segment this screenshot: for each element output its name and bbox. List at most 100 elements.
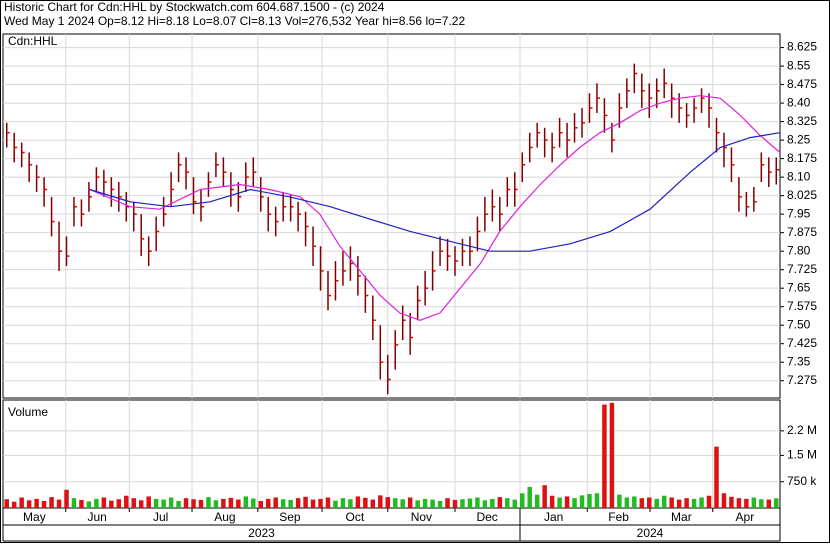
volume-bar xyxy=(116,499,122,508)
volume-bar xyxy=(452,499,458,508)
volume-bar xyxy=(647,497,652,508)
volume-bar xyxy=(64,489,69,508)
volume-bar xyxy=(363,497,368,508)
volume-bar xyxy=(19,497,24,508)
volume-bar xyxy=(221,498,226,508)
y-tick-label: 8.175 xyxy=(787,151,817,165)
volume-bar xyxy=(482,500,488,508)
y-tick-label: 8.10 xyxy=(787,169,811,183)
y-tick-label: 7.425 xyxy=(787,336,817,350)
y-tick-label: 8.025 xyxy=(787,188,817,202)
volume-bar xyxy=(684,498,689,508)
volume-bar xyxy=(564,496,570,508)
volume-bar xyxy=(534,494,540,508)
volume-bar xyxy=(579,495,585,508)
y-tick-label: 7.65 xyxy=(787,280,811,294)
year-label: 2024 xyxy=(637,526,664,540)
volume-bar xyxy=(609,402,615,508)
volume-bar xyxy=(654,498,659,508)
volume-bar xyxy=(280,499,286,508)
y-tick-label: 7.275 xyxy=(787,373,817,387)
x-tick-label: Jan xyxy=(544,510,563,524)
volume-bar xyxy=(505,498,510,508)
symbol-label: Cdn:HHL xyxy=(8,34,58,48)
x-tick-label: Feb xyxy=(608,510,629,524)
volume-bar xyxy=(415,500,420,508)
volume-bar xyxy=(295,498,301,508)
volume-bar xyxy=(445,498,450,508)
volume-bar xyxy=(109,500,114,508)
y-tick-label: 8.40 xyxy=(787,95,811,109)
volume-bar xyxy=(475,497,480,508)
volume-bar xyxy=(41,500,47,508)
volume-bar xyxy=(512,499,518,508)
y-tick-label: 7.725 xyxy=(787,262,817,276)
volume-bar xyxy=(251,498,256,508)
volume-bar xyxy=(310,499,316,508)
volume-bar xyxy=(774,498,779,508)
volume-bar xyxy=(191,499,196,508)
volume-bar xyxy=(71,498,77,508)
y-tick-label: 7.80 xyxy=(787,243,811,257)
volume-bar xyxy=(542,485,547,508)
y-tick-label: 7.875 xyxy=(787,225,817,239)
volume-bar xyxy=(744,498,749,508)
volume-bar xyxy=(138,500,144,508)
volume-bar xyxy=(549,495,555,508)
volume-bar xyxy=(79,499,84,508)
price-panel xyxy=(2,33,781,399)
moving-average xyxy=(89,132,781,252)
y-tick-label: 7.95 xyxy=(787,206,811,220)
x-tick-label: Nov xyxy=(411,510,432,524)
volume-label: Volume xyxy=(8,405,48,419)
volume-bar xyxy=(348,499,353,508)
volume-bar xyxy=(400,499,405,508)
volume-bar xyxy=(4,499,9,508)
volume-bar xyxy=(228,497,234,508)
volume-bar xyxy=(497,497,503,508)
volume-bar xyxy=(617,494,622,508)
y-tick-label: 8.625 xyxy=(787,40,817,54)
y-tick-label: 8.325 xyxy=(787,114,817,128)
volume-bar xyxy=(624,497,630,508)
volume-bar xyxy=(101,497,107,508)
volume-bar xyxy=(706,495,712,508)
marks xyxy=(4,63,781,508)
y-tick-label: 8.475 xyxy=(787,77,817,91)
volume-bar xyxy=(467,498,473,508)
volume-bar xyxy=(759,499,764,508)
volume-bar xyxy=(632,496,637,508)
volume-bar xyxy=(729,496,734,508)
volume-bar xyxy=(236,499,241,508)
x-tick-label: May xyxy=(23,510,46,524)
volume-bar xyxy=(318,498,323,508)
volume-bar xyxy=(527,486,532,508)
volume-bar xyxy=(520,493,525,508)
moving-average xyxy=(89,95,781,321)
volume-bar xyxy=(594,493,600,508)
volume-bar xyxy=(669,497,674,508)
volume-bar xyxy=(146,496,151,508)
volume-bar xyxy=(153,498,159,508)
volume-bar xyxy=(34,498,39,508)
volume-bar xyxy=(243,496,249,508)
volume-bar xyxy=(721,493,727,508)
y-tick-label: 1.5 M xyxy=(787,448,817,462)
volume-bar xyxy=(176,500,181,508)
volume-bar xyxy=(355,496,361,508)
chart-title: Historic Chart for Cdn:HHL by Stockwatch… xyxy=(4,0,385,14)
volume-bar xyxy=(460,499,465,508)
x-tick-label: Oct xyxy=(346,510,365,524)
volume-bar xyxy=(94,498,99,508)
x-tick-label: Mar xyxy=(671,510,692,524)
y-tick-label: 2.2 M xyxy=(787,423,817,437)
x-tick-label: Aug xyxy=(214,510,235,524)
volume-bar xyxy=(699,497,704,508)
y-tick-label: 750 k xyxy=(787,474,817,488)
volume-bar xyxy=(385,497,391,508)
volume-bar xyxy=(168,497,174,508)
volume-bar xyxy=(273,497,278,508)
volume-bar xyxy=(288,499,293,508)
